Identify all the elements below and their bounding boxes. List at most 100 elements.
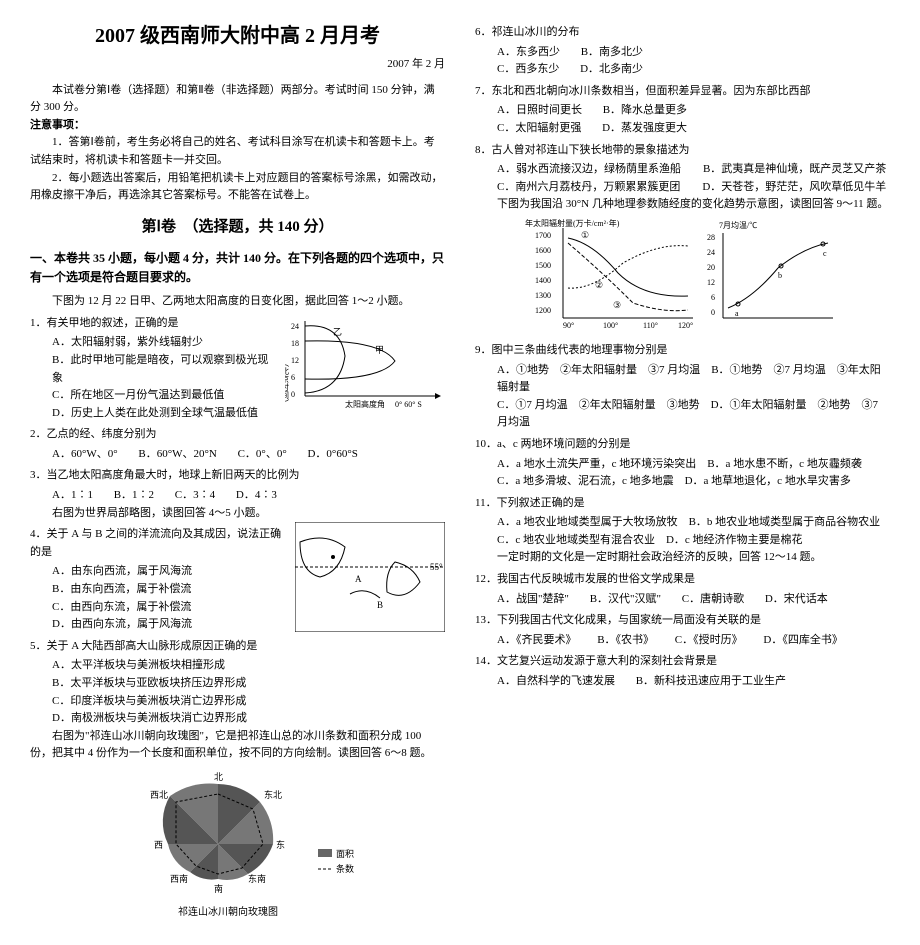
q8-opt-d: D．天苍苍，野茫茫，风吹草低见牛羊 [702,181,886,193]
svg-text:18: 18 [291,339,299,348]
q13-opt-b: B．《农书》 [597,632,654,650]
rose-diagram: 北 东北 西北 东 西 东南 西南 南 祁连山冰川朝向玫瑰图 面积 条数 [108,769,368,919]
q14-opt-b: B．新科技迅速应用于工业生产 [636,673,786,691]
svg-text:1300: 1300 [535,291,551,300]
q5-opt-c: C．印度洋板块与美洲板块消亡边界形成 [52,693,445,711]
svg-text:100°: 100° [603,321,618,330]
svg-text:A: A [355,574,362,584]
q7-opt-a: A．日照时间更长 [497,102,582,120]
q3-opt-c: C．3∶4 [175,487,215,505]
q9-opt-a: A．①地势 ②年太阳辐射量 ③7 月均温 [497,364,700,376]
intro: 本试卷分第Ⅰ卷（选择题）和第Ⅱ卷（非选择题）两部分。考试时间 150 分钟，满分… [30,82,445,117]
notice-label: 注意事项： [30,117,445,135]
svg-text:②: ② [595,280,603,290]
svg-text:12: 12 [707,278,715,287]
q3-opt-b: B．1∶2 [114,487,154,505]
svg-text:祁连山冰川朝向玫瑰图: 祁连山冰川朝向玫瑰图 [178,905,278,918]
q5: 5．关于 A 大陆西部高大山脉形成原因正确的是 [30,638,445,656]
svg-text:0° 60° S: 0° 60° S [395,400,422,409]
svg-text:120°: 120° [678,321,693,330]
q10-opt-a: A．a 地水土流失严重，c 地环境污染突出 [497,458,696,470]
sun-altitude-chart: 24 18 12 6 0 （北京时间） 乙 甲 太阳高度角 0° 60° S [285,311,445,411]
q2-opt-c: C．0°、0° [238,446,287,464]
svg-text:1600: 1600 [535,246,551,255]
q7-opt-c: C．太阳辐射更强 [497,120,581,138]
svg-text:太阳高度角: 太阳高度角 [345,399,385,409]
q8-opt-b: B．武夷真是神仙境，既产灵芝又产茶 [703,163,886,175]
pre-q12: 一定时期的文化是一定时期社会政治经济的反映，回答 12～14 题。 [475,549,890,567]
q12-opt-c: C．唐朝诗歌 [682,591,744,609]
q6: 6．祁连山冰川的分布 [475,24,890,42]
q2-opt-d: D．0°60°S [307,446,357,464]
world-map-figure: 55° A B [295,522,445,632]
svg-text:6: 6 [711,293,715,302]
q2: 2．乙点的经、纬度分别为 [30,426,445,444]
section1-title: 第Ⅰ卷 （选择题，共 140 分） [30,215,445,239]
svg-text:24: 24 [707,248,715,257]
svg-text:1700: 1700 [535,231,551,240]
svg-text:90°: 90° [563,321,574,330]
q14: 14．文艺复兴运动发源于意大利的深刻社会背景是 [475,653,890,671]
q8-opt-c: C．南州六月荔枝丹，万颗累累簇更团 [497,181,680,193]
q11-opt-c: C．c 地农业地域类型有混合农业 [497,534,655,546]
svg-text:b: b [778,271,782,280]
svg-text:①: ① [581,230,589,240]
q7: 7．东北和西北朝向冰川条数相当，但面积差异显著。因为东部比西部 [475,83,890,101]
q11-opt-d: D．c 地经济作物主要是棉花 [666,534,803,546]
q8-opt-a: A．弱水西流接汉边，绿杨荫里系渔船 [497,163,681,175]
q10: 10．a、c 两地环境问题的分别是 [475,436,890,454]
svg-text:北: 北 [214,772,223,782]
notice-2: 2．每小题选出答案后，用铅笔把机读卡上对应题目的答案标号涂黑，如需改动，用橡皮擦… [30,170,445,205]
page-title: 2007 级西南师大附中高 2 月月考 [30,20,445,52]
exam-date: 2007 年 2 月 [30,56,445,74]
svg-text:6: 6 [291,373,295,382]
svg-text:0: 0 [291,390,295,399]
q2-opt-a: A．60°W、0° [52,446,118,464]
q3-opt-a: A．1∶1 [52,487,93,505]
pre-q6: 右图为"祁连山冰川朝向玫瑰图"，它是把祁连山总的冰川条数和面积分成 100 份，… [30,728,445,763]
svg-text:东南: 东南 [248,873,266,884]
notice-1: 1．答第Ⅰ卷前，考生务必将自己的姓名、考试科目涂写在机读卡和答题卡上。考试结束时… [30,134,445,169]
q12-opt-d: D．宋代话本 [765,591,828,609]
svg-text:（北京时间）: （北京时间） [285,359,290,407]
q5-opt-d: D．南极洲板块与美洲板块消亡边界形成 [52,710,445,728]
svg-text:c: c [823,249,827,258]
svg-text:7月均温/℃: 7月均温/℃ [719,220,757,230]
q13-opt-a: A．《齐民要术》 [497,632,576,650]
q5-opt-a: A．太平洋板块与美洲板块相撞形成 [52,657,445,675]
q12: 12．我国古代反映城市发展的世俗文学成果是 [475,571,890,589]
q7-opt-b: B．降水总量更多 [603,102,687,120]
pre-q1: 下图为 12 月 22 日甲、乙两地太阳高度的日变化图，据此回答 1～2 小题。 [30,293,445,311]
svg-text:1200: 1200 [535,306,551,315]
svg-text:1400: 1400 [535,276,551,285]
q6-opt-a: A．东多西少 [497,44,560,62]
svg-text:面积: 面积 [336,848,354,859]
svg-text:③: ③ [613,300,621,310]
svg-text:0: 0 [711,308,715,317]
q3: 3．当乙地太阳高度角最大时，地球上新旧两天的比例为 [30,467,445,485]
svg-text:B: B [377,600,383,610]
q6-opt-c: C．西多东少 [497,61,559,79]
q10-opt-d: D．a 地草地退化，c 地水旱灾害多 [685,475,851,487]
q2-opt-b: B．60°W、20°N [138,446,216,464]
q9: 9．图中三条曲线代表的地理事物分别是 [475,342,890,360]
q9-opt-c: C．①7 月均温 ②年太阳辐射量 ③地势 [497,399,700,411]
svg-text:甲: 甲 [375,345,384,355]
section1-sub: 一、本卷共 35 小题，每小题 4 分，共计 140 分。在下列各题的四个选项中… [30,249,445,287]
svg-text:28: 28 [707,233,715,242]
q12-opt-b: B．汉代"汉赋" [590,591,661,609]
svg-text:西南: 西南 [170,873,188,884]
q12-opt-a: A．战国"楚辞" [497,591,569,609]
q6-opt-d: D．北多南少 [580,61,643,79]
svg-text:东北: 东北 [264,789,282,800]
q8: 8．古人曾对祁连山下狭长地带的景象描述为 [475,142,890,160]
q13-opt-d: D．《四库全书》 [763,632,842,650]
svg-text:南: 南 [214,883,223,894]
q5-opt-b: B．太平洋板块与亚欧板块挤压边界形成 [52,675,445,693]
svg-text:西北: 西北 [150,790,168,800]
q10-opt-c: C．a 地多滑坡、泥石流，c 地多地震 [497,475,674,487]
q11-opt-a: A．a 地农业地域类型属于大牧场放牧 [497,516,678,528]
q7-opt-d: D．蒸发强度更大 [602,120,687,138]
q13-opt-c: C．《授时历》 [675,632,743,650]
pre-q9: 下图为我国沿 30°N 几种地理参数随经度的变化趋势示意图，读图回答 9～11 … [475,196,890,214]
